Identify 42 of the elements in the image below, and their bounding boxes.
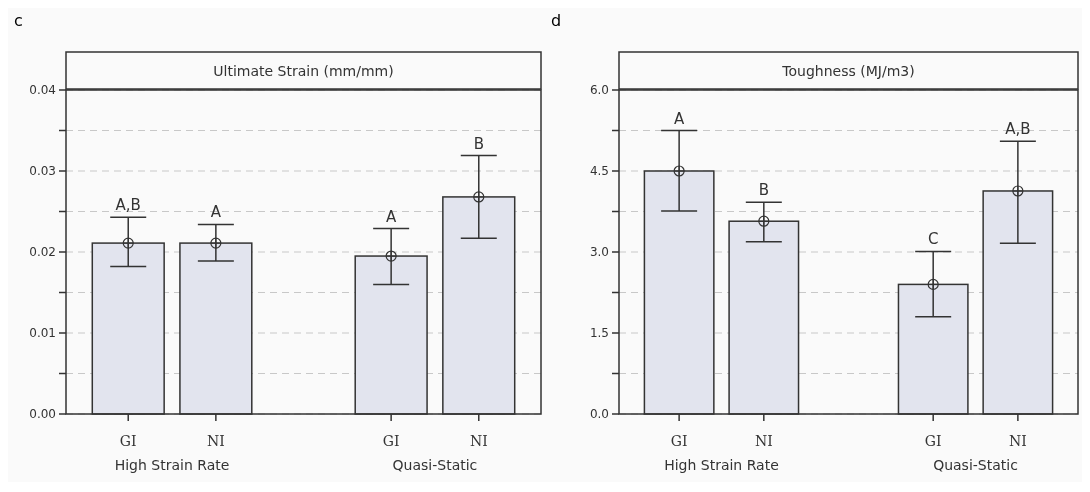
annotation: A,B: [115, 196, 141, 215]
y-tick-label: 1.5: [589, 326, 609, 340]
y-tick-label: 0.02: [29, 245, 56, 259]
x-tick-label: NI: [1008, 433, 1027, 449]
x-tick-label: GI: [119, 433, 137, 449]
annotation: A: [386, 207, 398, 226]
y-tick-label: 0.01: [29, 326, 56, 340]
annotation: A: [673, 109, 685, 128]
x-tick-label: NI: [469, 433, 488, 449]
annotation: C: [927, 230, 939, 249]
point: [673, 165, 685, 177]
text: c: [14, 11, 23, 30]
text: High Strain Rate: [664, 457, 779, 473]
y-tick-label: 0.0: [589, 407, 609, 421]
text: High Strain Rate: [114, 457, 230, 473]
chart-title: Toughness (MJ/m3): [781, 63, 915, 79]
point: [758, 215, 770, 227]
annotation: B: [758, 181, 769, 200]
annotation: A,B: [1005, 120, 1031, 139]
text: d: [551, 11, 562, 30]
x-tick-label: NI: [206, 433, 225, 449]
x-tick-label: NI: [754, 433, 773, 449]
point: [385, 250, 397, 262]
y-tick-label: 0.03: [29, 164, 56, 178]
point: [122, 237, 134, 249]
chart-title: Ultimate Strain (mm/mm): [213, 63, 394, 79]
point: [473, 191, 485, 203]
y-tick-label: 0.00: [29, 407, 56, 421]
point: [210, 237, 222, 249]
text: Quasi-Static: [392, 457, 478, 473]
annotation: A: [210, 203, 222, 222]
y-tick-label: 0.04: [29, 83, 56, 97]
x-tick-label: GI: [670, 433, 688, 449]
annotation: B: [473, 134, 484, 153]
point: [927, 278, 939, 290]
x-tick-label: GI: [382, 433, 400, 449]
y-tick-label: 3.0: [589, 245, 609, 259]
point: [1012, 185, 1024, 197]
y-tick-label: 6.0: [589, 83, 609, 97]
text: Quasi-Static: [933, 457, 1018, 473]
y-tick-label: 4.5: [589, 164, 609, 178]
x-tick-label: GI: [924, 433, 942, 449]
